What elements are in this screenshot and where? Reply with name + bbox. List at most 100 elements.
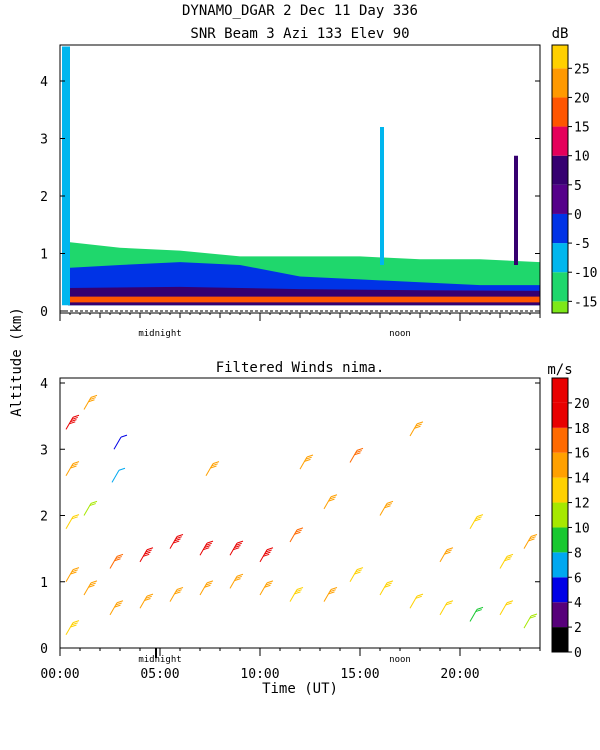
wind-barb [323, 587, 338, 602]
wind-xtick-label-5: 05:00 [140, 667, 179, 682]
wind-barb [259, 580, 274, 596]
wind-barb [229, 540, 244, 556]
wind-barb-feather [71, 463, 78, 467]
wind-barb-feather [144, 551, 151, 555]
wind-barb [199, 580, 214, 596]
wind-barb-feather [70, 465, 77, 469]
snr-cbar-swatch-7 [552, 97, 568, 127]
wind-barb-feather [173, 540, 180, 544]
wind-cbar-swatch-6 [552, 477, 568, 503]
wind-cbar-swatch-9 [552, 402, 568, 428]
wind-barb-feather [445, 549, 452, 553]
wind-barb-feather [145, 549, 152, 553]
wind-barb [199, 540, 214, 556]
wind-barb-feather [475, 516, 482, 520]
wind-barb-feather [444, 551, 451, 555]
figure-subtitle: SNR Beam 3 Azi 133 Elev 90 [190, 26, 409, 42]
wind-barb-feather [265, 582, 272, 586]
snr-cbar-swatch-0 [552, 301, 568, 313]
wind-barb [469, 606, 484, 622]
wind-barb-feather [330, 494, 338, 498]
y-axis-label: Altitude (km) [9, 307, 25, 417]
wind-barb [109, 553, 124, 569]
snr-layer-4 [62, 46, 70, 306]
snr-layer-6 [514, 155, 518, 265]
wind-barb-feather [304, 458, 311, 462]
noon-marker-bottom: noon [389, 655, 411, 665]
wind-barb-feather [115, 556, 122, 560]
snr-cbar-label-8: 25 [574, 62, 590, 77]
wind-barb-feather [71, 516, 78, 520]
wind-barb [379, 580, 394, 596]
snr-cbar-label-0: -15 [574, 295, 597, 310]
wind-barb [169, 534, 184, 549]
wind-xtick-label-10: 10:00 [240, 667, 279, 682]
winds-colorbar-unit: m/s [547, 362, 572, 378]
wind-cbar-label-10: 20 [574, 397, 590, 412]
wind-xtick-label-20: 20:00 [440, 667, 479, 682]
wind-barb [65, 620, 80, 636]
wind-cbar-label-6: 12 [574, 497, 590, 512]
snr-colorbar: -15 -10 -5 0 5 10 15 20 25 [551, 44, 597, 314]
wind-cbar-label-4: 8 [574, 546, 582, 561]
wind-barb-feather [446, 600, 454, 604]
wind-barb-feather [236, 540, 244, 544]
wind-barb-feather [72, 461, 80, 465]
wind-barb-feather [89, 503, 96, 507]
snr-cbar-swatch-9 [552, 45, 568, 69]
wind-barb-feather [476, 606, 484, 610]
snr-cbar-label-4: 5 [574, 179, 582, 194]
snr-layer-3 [68, 296, 540, 303]
wind-barb-feather [329, 496, 336, 500]
wind-barb-feather [144, 598, 151, 601]
wind-barb [139, 593, 154, 609]
wind-ytick-label-1: 1 [40, 576, 48, 591]
snr-layer-5 [380, 127, 384, 265]
wind-barb [323, 494, 338, 510]
wind-barb-feather [211, 463, 218, 467]
wind-barb-feather [175, 589, 182, 593]
snr-axis: 0 1 2 3 4 [40, 75, 541, 321]
wind-barb-feather [529, 536, 536, 540]
wind-barb-feather [204, 545, 211, 548]
wind-barb-feather [504, 558, 511, 562]
wind-barb-feather [89, 582, 96, 586]
wind-barb-feather [356, 447, 364, 451]
snr-colorbar-unit: dB [552, 26, 569, 42]
wind-cbar-swatch-5 [552, 502, 568, 528]
wind-cbar-label-3: 6 [574, 571, 582, 586]
wind-barb-feather [146, 593, 154, 597]
wind-cbar-swatch-0 [552, 627, 568, 652]
wind-barb-feather [446, 547, 454, 551]
snr-cbar-label-7: 20 [574, 91, 590, 106]
wind-barb-feather [415, 423, 422, 427]
wind-barb-feather [72, 567, 80, 571]
wind-barb-feather [90, 500, 98, 504]
wind-barb-feather [235, 575, 242, 579]
snr-cbar-swatch-8 [552, 68, 568, 98]
wind-barb-feather [329, 589, 336, 593]
wind-barb-feather [70, 624, 77, 628]
wind-plot-area [65, 394, 538, 636]
wind-barb-feather [206, 540, 214, 544]
wind-barb-feather [305, 456, 312, 460]
wind-barb [169, 587, 184, 602]
wind-barb-feather [386, 500, 394, 504]
wind-barb-feather [143, 553, 150, 557]
wind-barb-feather [528, 538, 535, 542]
wind-barb-feather [445, 602, 452, 606]
wind-barb-feather [71, 622, 78, 626]
wind-cbar-label-9: 18 [574, 422, 590, 437]
wind-barb-feather [72, 514, 80, 518]
midnight-tick-mark [155, 648, 157, 658]
wind-barb-feather [69, 421, 76, 425]
snr-cbar-label-2: -5 [574, 237, 590, 252]
wind-barb-feather [295, 529, 302, 533]
wind-barb-staff [111, 470, 120, 483]
wind-barb-feather [505, 602, 512, 606]
wind-barb-feather [529, 615, 536, 619]
wind-barb [65, 414, 80, 430]
wind-cbar-swatch-1 [552, 602, 568, 628]
